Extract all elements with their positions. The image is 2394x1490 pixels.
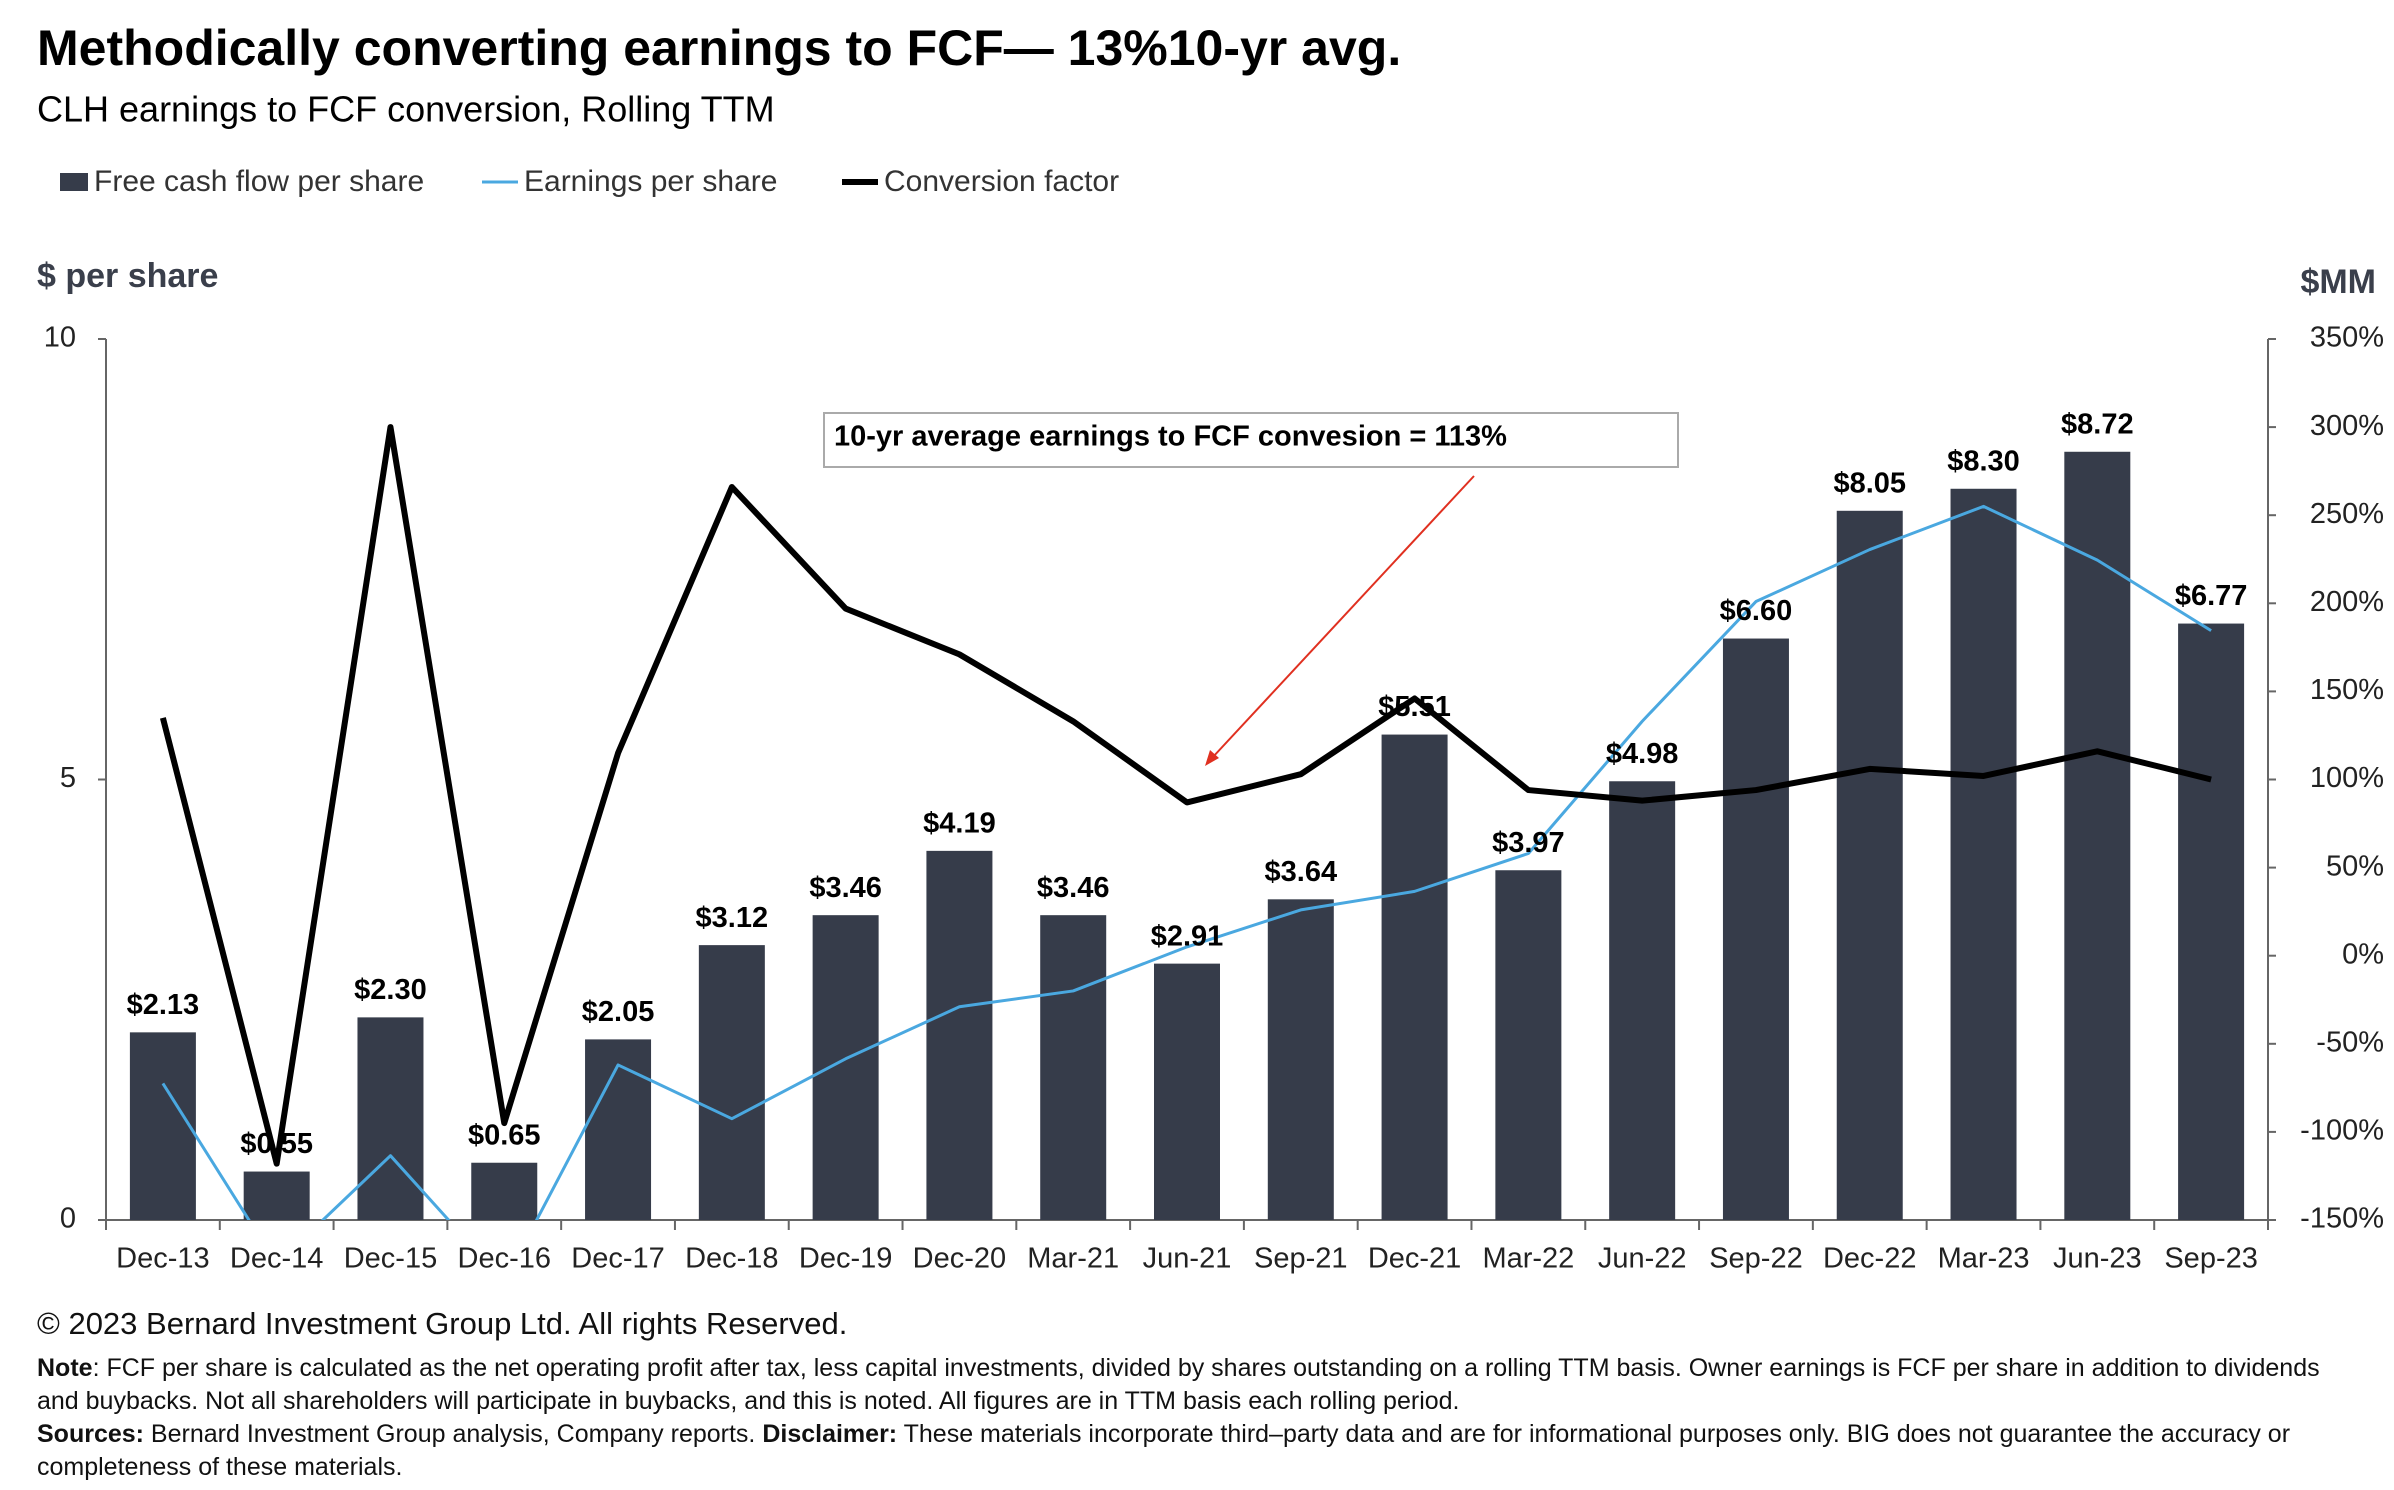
y2-axis-title: $MM bbox=[2300, 263, 2376, 301]
bar bbox=[1381, 734, 1448, 1220]
x-tick-label: Jun-21 bbox=[1143, 1243, 1232, 1275]
x-tick-label: Sep-23 bbox=[2164, 1243, 2258, 1275]
bar bbox=[585, 1039, 652, 1220]
copyright: © 2023 Bernard Investment Group Ltd. All… bbox=[37, 1306, 848, 1341]
x-tick-label: Jun-23 bbox=[2053, 1243, 2142, 1275]
eps-line bbox=[161, 504, 2212, 1220]
bar bbox=[357, 1017, 424, 1220]
y2-tick-label: 50% bbox=[2326, 850, 2384, 882]
bar bbox=[1836, 510, 1903, 1220]
y-axis-title: $ per share bbox=[37, 257, 218, 295]
bar bbox=[1609, 781, 1676, 1220]
y2-tick-label: 200% bbox=[2310, 586, 2384, 618]
data-label: $0.55 bbox=[240, 1128, 313, 1160]
x-tick-label: Dec-15 bbox=[344, 1243, 438, 1275]
x-tick-label: Sep-21 bbox=[1254, 1243, 1348, 1275]
y-tick-label: 5 bbox=[60, 762, 76, 794]
data-label: $2.91 bbox=[1151, 920, 1224, 952]
data-label: $2.30 bbox=[354, 974, 427, 1006]
y2-tick-label: -150% bbox=[2300, 1203, 2384, 1235]
y-tick-label: 0 bbox=[60, 1203, 76, 1235]
bar bbox=[1495, 870, 1562, 1220]
note: : FCF per share is calculated as the net… bbox=[37, 1354, 2320, 1415]
bar bbox=[1040, 915, 1107, 1220]
bar bbox=[1722, 638, 1789, 1220]
y2-tick-label: 350% bbox=[2310, 322, 2384, 354]
y2-tick-label: -50% bbox=[2316, 1026, 2384, 1058]
data-label: $3.12 bbox=[696, 902, 769, 934]
conversion-line bbox=[159, 424, 2212, 1167]
legend-swatch bbox=[60, 173, 88, 191]
data-label: $3.46 bbox=[809, 872, 882, 904]
chart-title: Methodically converting earnings to FCF—… bbox=[37, 20, 1401, 76]
x-tick-label: Dec-21 bbox=[1368, 1243, 1462, 1275]
chart: Methodically converting earnings to FCF—… bbox=[37, 20, 2384, 1275]
data-label: $6.77 bbox=[2175, 580, 2248, 612]
sources: Bernard Investment Group analysis, Compa… bbox=[143, 1420, 763, 1448]
bar bbox=[243, 1171, 310, 1220]
sources-label: Sources: bbox=[37, 1420, 144, 1448]
x-tick-label: Dec-13 bbox=[116, 1243, 210, 1275]
x-tick-label: Dec-20 bbox=[913, 1243, 1007, 1275]
bar bbox=[2064, 451, 2131, 1220]
data-label: $4.98 bbox=[1606, 738, 1679, 770]
x-tick-label: Jun-22 bbox=[1598, 1243, 1687, 1275]
data-label: $8.30 bbox=[1947, 445, 2020, 477]
y-tick-label: 10 bbox=[44, 322, 76, 354]
annotation-box bbox=[823, 412, 1679, 468]
x-tick-label: Dec-22 bbox=[1823, 1243, 1917, 1275]
x-tick-label: Mar-23 bbox=[1938, 1243, 2030, 1275]
x-tick-label: Sep-22 bbox=[1709, 1243, 1803, 1275]
plot-area bbox=[129, 424, 2245, 1220]
bar bbox=[926, 850, 993, 1220]
bar bbox=[2178, 623, 2245, 1220]
y2-tick-label: 300% bbox=[2310, 410, 2384, 442]
x-tick-label: Dec-14 bbox=[230, 1243, 324, 1275]
data-label: $3.64 bbox=[1265, 856, 1338, 888]
bar bbox=[1154, 963, 1220, 1220]
x-tick-label: Mar-22 bbox=[1482, 1243, 1574, 1275]
bar bbox=[471, 1162, 538, 1220]
annotation: 10-yr average earnings to FCF convesion … bbox=[834, 421, 1507, 453]
bar bbox=[812, 915, 879, 1220]
data-label: $0.65 bbox=[468, 1119, 541, 1151]
bar bbox=[129, 1032, 196, 1220]
bar bbox=[698, 945, 765, 1220]
x-tick-label: Dec-18 bbox=[685, 1243, 779, 1275]
disclaimer-label: Disclaimer: bbox=[762, 1420, 898, 1448]
legend-label: Earnings per share bbox=[524, 165, 777, 198]
bar bbox=[1950, 488, 2017, 1220]
chart-subtitle: CLH earnings to FCF conversion, Rolling … bbox=[37, 89, 775, 130]
data-label: $4.19 bbox=[923, 808, 996, 840]
y2-tick-label: 0% bbox=[2342, 938, 2384, 970]
data-label: $5.51 bbox=[1378, 691, 1451, 723]
data-label: $8.05 bbox=[1833, 467, 1906, 499]
data-label: $6.60 bbox=[1720, 595, 1793, 627]
annotation-arrow bbox=[1211, 475, 1475, 759]
x-tick-label: Mar-21 bbox=[1027, 1243, 1119, 1275]
bar bbox=[1267, 899, 1334, 1220]
footer: © 2023 Bernard Investment Group Ltd. All… bbox=[37, 1306, 2337, 1484]
x-tick-label: Dec-17 bbox=[571, 1243, 665, 1275]
x-tick-label: Dec-16 bbox=[458, 1243, 552, 1275]
arrow-head bbox=[1205, 750, 1219, 766]
legend-label: Conversion factor bbox=[884, 165, 1119, 198]
y2-tick-label: -100% bbox=[2300, 1115, 2384, 1147]
data-label: $3.97 bbox=[1492, 827, 1565, 859]
disclaimer: These materials incorporate third–party … bbox=[37, 1420, 2291, 1481]
y2-tick-label: 250% bbox=[2310, 498, 2384, 530]
y2-tick-label: 150% bbox=[2310, 674, 2384, 706]
data-label: $2.13 bbox=[127, 989, 200, 1021]
data-label: $3.46 bbox=[1037, 872, 1110, 904]
data-label: $2.05 bbox=[582, 996, 655, 1028]
x-tick-label: Dec-19 bbox=[799, 1243, 893, 1275]
legend-label: Free cash flow per share bbox=[94, 165, 424, 198]
note-label: Note bbox=[37, 1354, 93, 1382]
y2-tick-label: 100% bbox=[2310, 762, 2384, 794]
notes: Note: FCF per share is calculated as the… bbox=[37, 1352, 2337, 1484]
data-label: $8.72 bbox=[2061, 408, 2134, 440]
